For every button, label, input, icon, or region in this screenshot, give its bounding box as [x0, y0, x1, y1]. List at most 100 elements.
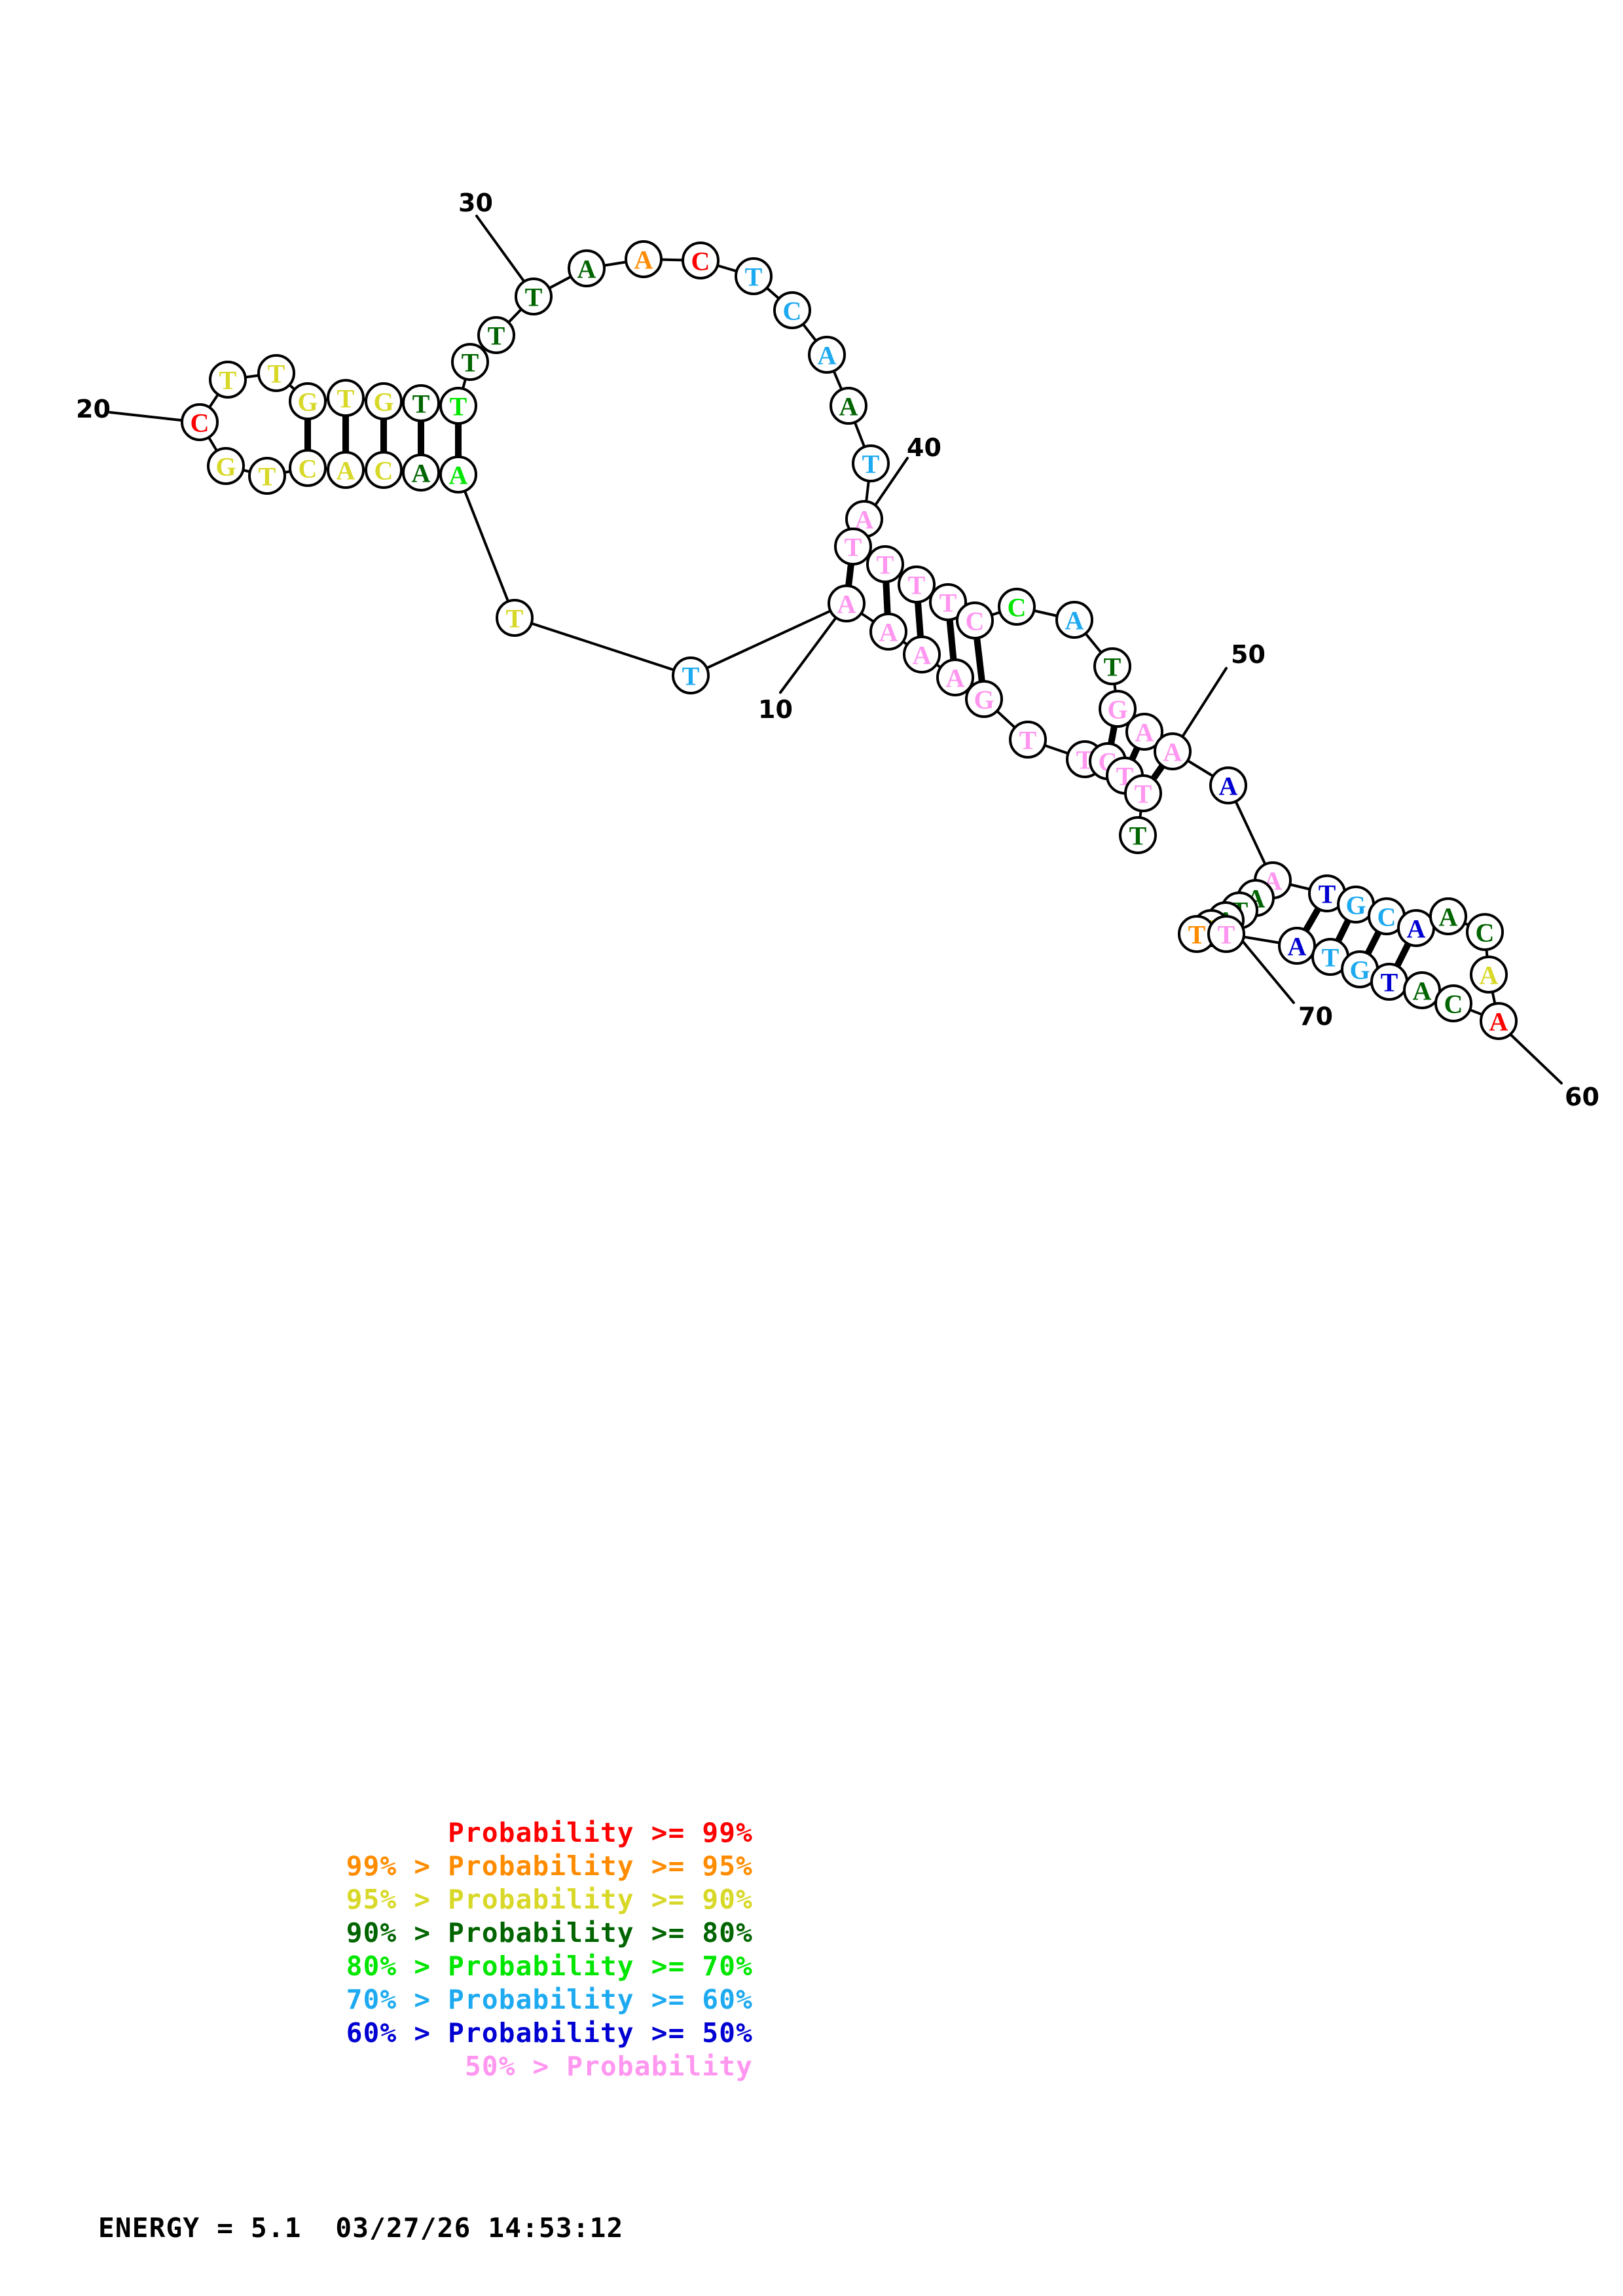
base-letter: G — [297, 387, 318, 417]
base-node: A — [1429, 897, 1467, 935]
base-node: T — [929, 583, 967, 621]
base-node: A — [439, 456, 477, 493]
base-node: T — [1178, 915, 1216, 953]
base-circle — [439, 456, 477, 493]
base-letter: T — [506, 604, 524, 634]
base-circle — [439, 387, 477, 425]
base-letter: T — [259, 462, 276, 492]
base-node: A — [1470, 956, 1508, 994]
base-circle — [625, 240, 663, 278]
base-letter: T — [682, 662, 700, 691]
base-node: A — [625, 240, 663, 278]
base-node: G — [1341, 950, 1379, 988]
base-circle — [1099, 690, 1137, 728]
base-letter: A — [337, 456, 356, 486]
base-circle — [257, 354, 295, 392]
base-node: A — [1397, 909, 1435, 947]
base-letter: T — [908, 571, 926, 600]
base-node: A — [568, 249, 606, 287]
base-letter: A — [634, 245, 653, 275]
base-letter: T — [745, 262, 763, 292]
base-letter: A — [839, 392, 858, 422]
base-letter: T — [450, 392, 467, 422]
base-node: T — [515, 278, 553, 315]
base-node: A — [1125, 713, 1163, 751]
base-node: A — [830, 387, 867, 425]
base-circle — [496, 599, 534, 637]
base-node: A — [402, 454, 440, 492]
legend-row-3: 90% > Probability >= 80% — [346, 1917, 753, 1948]
base-circle — [1470, 956, 1508, 994]
base-letter: A — [1219, 772, 1238, 801]
base-node: T — [852, 444, 890, 482]
base-letter: T — [845, 533, 862, 562]
position-label-10: 10 — [758, 695, 793, 724]
position-label-30: 30 — [458, 188, 493, 217]
base-letter: T — [525, 283, 543, 312]
base-node: T — [1308, 874, 1346, 912]
base-node: T — [866, 545, 904, 583]
base-circle — [327, 451, 365, 489]
legend-row-2: 95% > Probability >= 90% — [346, 1884, 753, 1915]
position-label-20: 20 — [76, 395, 111, 423]
base-node: T — [1093, 647, 1131, 685]
base-node: T — [1207, 915, 1245, 953]
position-label-70: 70 — [1298, 1002, 1333, 1031]
base-node: T — [1009, 721, 1047, 759]
base-letter: T — [1381, 968, 1398, 997]
base-circles-layer: CTTGTGTTTTTAACTCAATATTTTCCATGAAAAATACTTA… — [181, 240, 1518, 1040]
base-circle — [568, 249, 606, 287]
base-node: A — [1403, 971, 1441, 1009]
base-node: C — [998, 588, 1036, 626]
base-letter: T — [1218, 920, 1235, 950]
base-node: T — [834, 528, 872, 565]
base-circle — [1207, 915, 1245, 953]
secondary-structure-canvas: CTTGTGTTTTTAACTCAATATTTTCCATGAAAAATACTTA… — [76, 188, 1599, 1111]
base-circle — [965, 680, 1003, 718]
base-node: G — [365, 382, 403, 420]
position-label-60: 60 — [1565, 1083, 1599, 1111]
base-node: T — [672, 656, 710, 694]
base-letter: A — [879, 618, 898, 647]
base-letter: T — [488, 321, 505, 351]
base-circle — [1480, 1002, 1518, 1040]
base-letter: A — [913, 641, 932, 670]
base-letter: A — [1163, 738, 1182, 767]
base-circle — [866, 545, 904, 583]
base-letter: T — [337, 384, 355, 414]
base-letter: A — [1413, 977, 1432, 1006]
base-node: G — [207, 447, 245, 485]
base-node: A — [1209, 766, 1247, 804]
base-letter: A — [1135, 718, 1154, 747]
base-letter: G — [1107, 695, 1127, 725]
base-circle — [365, 382, 403, 420]
base-node: T — [257, 354, 295, 392]
base-node: A — [1154, 732, 1192, 770]
base-circle — [1124, 774, 1162, 812]
legend-row-1: 99% > Probability >= 95% — [346, 1850, 753, 1882]
base-letter: A — [946, 664, 965, 693]
legend-row-7: 50% > Probability — [464, 2051, 753, 2082]
base-circle — [869, 613, 907, 651]
base-letter: A — [1407, 914, 1426, 944]
base-letter: A — [577, 255, 596, 284]
leader-line-40 — [869, 457, 909, 513]
base-node: C — [956, 601, 994, 639]
base-node: A — [327, 451, 365, 489]
base-node: T — [735, 257, 773, 295]
base-letter: A — [1065, 606, 1084, 636]
position-label-50: 50 — [1231, 640, 1266, 669]
base-letter: A — [1489, 1007, 1508, 1037]
base-circle — [1209, 766, 1247, 804]
base-circle — [477, 316, 515, 354]
energy-and-timestamp: ENERGY = 5.1 03/27/26 14:53:12 — [98, 2212, 624, 2244]
base-circle — [1434, 984, 1472, 1022]
base-circle — [289, 449, 327, 487]
base-circle — [830, 387, 867, 425]
base-node: G — [1099, 690, 1137, 728]
probability-legend: Probability >= 99% 99% > Probability >= 9… — [98, 1816, 753, 2083]
base-letter: T — [877, 550, 894, 580]
base-letter: G — [974, 685, 994, 715]
base-circle — [289, 382, 327, 420]
base-letter: C — [374, 456, 393, 486]
